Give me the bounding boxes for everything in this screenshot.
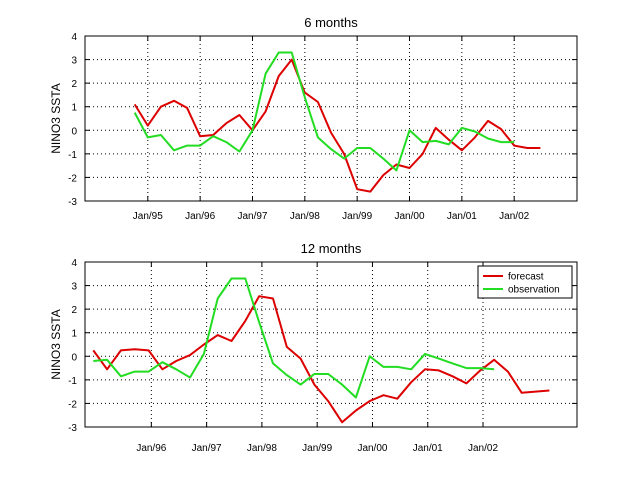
y-tick-label: 2 xyxy=(71,79,77,90)
panel-title: 6 months xyxy=(304,15,358,30)
y-tick-label: 1 xyxy=(71,103,77,114)
x-tick-label: Jan/02 xyxy=(499,211,529,222)
x-tick-label: Jan/01 xyxy=(447,211,477,222)
forecast-series-line xyxy=(133,58,541,193)
y-axis-label: NINO3 SSTA xyxy=(49,83,63,153)
x-tick-label: Jan/00 xyxy=(394,211,424,222)
x-tick-label: Jan/96 xyxy=(136,443,166,454)
twelve-month-panel: 12 months NINO3 SSTA -3 -2 -1 0 1 2 3 4 Jan/96 Jan/… xyxy=(49,241,578,454)
legend-label-observation: observation xyxy=(508,285,560,296)
y-tick-label: 3 xyxy=(71,56,77,67)
y-tick-label: 4 xyxy=(71,32,77,43)
y-tick-label: -2 xyxy=(68,173,77,184)
observation-series-line xyxy=(133,51,515,172)
y-tick-label: 0 xyxy=(71,352,77,363)
x-tick-label: Jan/95 xyxy=(133,211,163,222)
y-tick-label: 1 xyxy=(71,329,77,340)
x-tick-label: Jan/99 xyxy=(342,211,372,222)
x-tick-label: Jan/97 xyxy=(237,211,267,222)
panel-title: 12 months xyxy=(301,241,362,256)
plot-frame xyxy=(84,35,578,202)
x-tick-label: Jan/96 xyxy=(185,211,215,222)
legend-box xyxy=(477,265,573,299)
six-month-panel: 6 months NINO3 SSTA -3 -2 -1 0 1 2 3 4 Jan/95 Jan/9… xyxy=(49,15,578,222)
x-tick-label: Jan/99 xyxy=(302,443,332,454)
x-tick-label: Jan/98 xyxy=(247,443,277,454)
y-tick-label: -2 xyxy=(68,399,77,410)
x-tick-label: Jan/97 xyxy=(192,443,222,454)
y-tick-label: 4 xyxy=(71,258,77,269)
observation-series-line xyxy=(93,277,495,399)
y-tick-label: 0 xyxy=(71,126,77,137)
y-tick-label: 2 xyxy=(71,305,77,316)
y-tick-label: -1 xyxy=(68,150,77,161)
y-axis-label: NINO3 SSTA xyxy=(49,309,63,379)
legend-label-forecast: forecast xyxy=(508,272,544,283)
y-tick-label: -3 xyxy=(68,197,77,208)
legend: forecast observation xyxy=(477,265,573,299)
plot-frame xyxy=(84,261,578,428)
x-tick-label: Jan/00 xyxy=(357,443,387,454)
x-tick-label: Jan/02 xyxy=(468,443,498,454)
y-tick-label: -3 xyxy=(68,423,77,434)
y-tick-label: 3 xyxy=(71,282,77,293)
x-tick-label: Jan/98 xyxy=(290,211,320,222)
y-tick-label: -1 xyxy=(68,376,77,387)
x-tick-label: Jan/01 xyxy=(413,443,443,454)
